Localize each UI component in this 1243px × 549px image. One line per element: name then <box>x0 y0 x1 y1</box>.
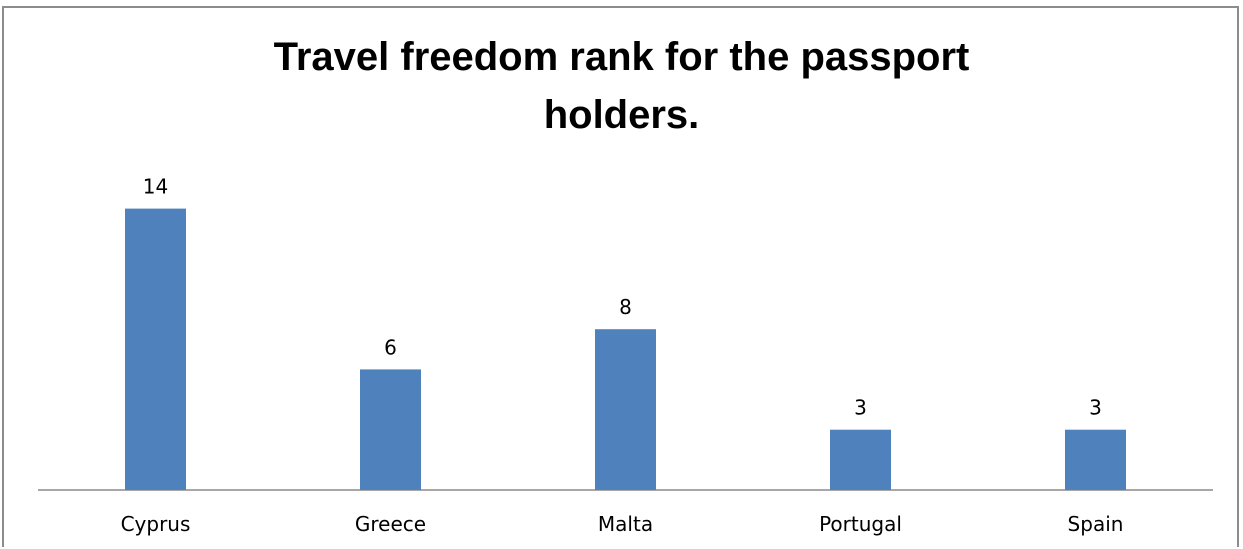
data-label-spain: 3 <box>1089 396 1102 420</box>
bar-malta <box>595 329 656 490</box>
data-label-malta: 8 <box>619 295 632 319</box>
bars-group <box>125 208 1126 490</box>
data-label-cyprus: 14 <box>143 175 168 199</box>
data-labels-group: 14 6 8 3 3 <box>143 175 1102 420</box>
category-label-spain: Spain <box>1068 512 1124 536</box>
bar-cyprus <box>125 208 186 490</box>
category-label-portugal: Portugal <box>819 512 902 536</box>
category-label-greece: Greece <box>355 512 426 536</box>
data-label-portugal: 3 <box>854 396 867 420</box>
chart-title-text: Travel freedom rank for the passport hol… <box>273 35 970 137</box>
bar-spain <box>1065 429 1126 490</box>
category-label-malta: Malta <box>598 512 653 536</box>
chart-title: Travel freedom rank for the passport hol… <box>0 28 1243 144</box>
bar-portugal <box>830 429 891 490</box>
bar-greece <box>360 369 421 490</box>
category-labels-group: Cyprus Greece Malta Portugal Spain <box>121 512 1124 536</box>
category-label-cyprus: Cyprus <box>121 512 191 536</box>
data-label-greece: 6 <box>384 335 397 359</box>
